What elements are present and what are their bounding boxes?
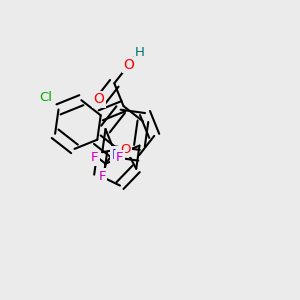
Text: F: F xyxy=(116,151,123,164)
Text: F: F xyxy=(91,151,99,164)
Text: O: O xyxy=(94,92,105,106)
Text: O: O xyxy=(120,143,130,156)
Text: Cl: Cl xyxy=(39,91,52,104)
Text: F: F xyxy=(98,169,106,183)
Text: O: O xyxy=(123,58,134,72)
Text: N: N xyxy=(112,148,122,162)
Text: H: H xyxy=(135,46,145,59)
